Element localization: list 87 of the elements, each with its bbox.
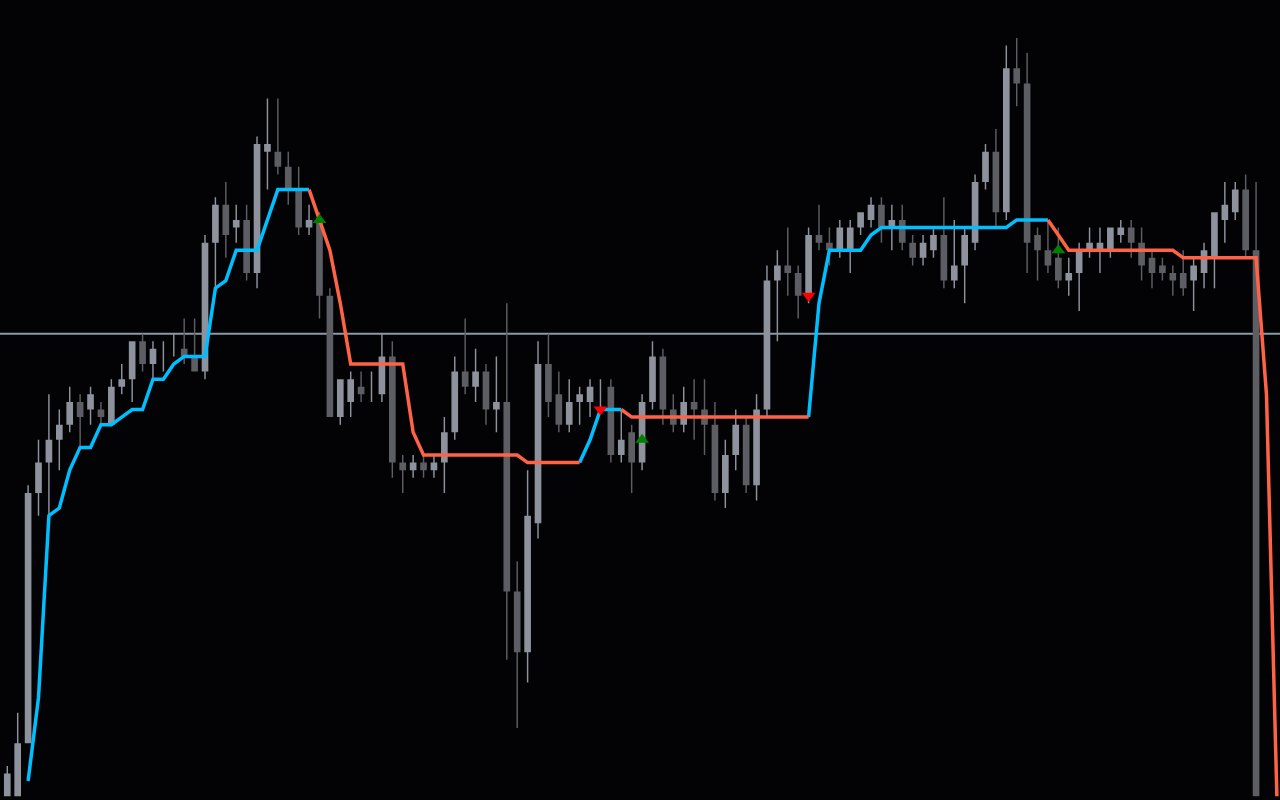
candlestick — [461, 318, 469, 395]
candlestick — [76, 394, 84, 448]
candlestick — [118, 363, 126, 395]
candlestick — [940, 197, 948, 289]
candlestick — [1159, 257, 1166, 281]
candlestick — [295, 166, 302, 236]
candlestick — [950, 219, 958, 289]
candlestick — [451, 356, 459, 440]
candlestick — [742, 417, 750, 493]
candlestick — [534, 341, 542, 539]
candlestick — [1075, 242, 1083, 311]
candlestick — [836, 219, 844, 258]
candlestick — [753, 394, 760, 501]
candlestick — [888, 204, 896, 251]
candlestick — [389, 341, 396, 478]
candlestick — [55, 409, 63, 471]
candlestick — [815, 204, 823, 251]
candlestick — [909, 235, 916, 266]
candlestick — [472, 348, 479, 402]
candlestick — [794, 265, 802, 319]
candlestick — [139, 333, 146, 372]
candlestick — [347, 371, 355, 418]
candlestick — [857, 212, 864, 236]
candlestick — [1107, 227, 1114, 258]
candlestick — [628, 424, 635, 493]
candlestick — [659, 348, 667, 425]
candlestick — [3, 765, 11, 797]
candlestick — [66, 386, 74, 433]
candlestick — [1221, 181, 1229, 243]
candlestick — [482, 363, 490, 425]
candlestick — [732, 409, 740, 471]
candlestick — [1023, 53, 1031, 273]
candlestick — [1002, 45, 1010, 220]
candlestick — [336, 379, 344, 425]
candlestick — [24, 485, 32, 744]
candlestick — [982, 144, 989, 190]
candlestick — [128, 341, 136, 402]
candlestick — [805, 227, 812, 304]
candlestick — [503, 303, 511, 660]
candlestick — [1190, 257, 1197, 311]
candlestick — [576, 386, 583, 425]
candlestick — [1211, 212, 1218, 289]
candlestick — [930, 227, 937, 258]
candlestick — [1065, 257, 1073, 296]
candlestick — [1169, 265, 1177, 296]
candlestick — [649, 341, 656, 410]
candlestick — [878, 197, 885, 243]
candlestick — [14, 712, 22, 797]
candlestick — [1231, 181, 1239, 220]
candlestick — [617, 409, 625, 463]
candlestick — [1044, 219, 1052, 273]
candlestick — [149, 341, 157, 380]
candlestick — [690, 379, 698, 440]
candlestick — [1242, 174, 1249, 258]
candlestick — [108, 379, 115, 425]
candlestick — [1127, 219, 1135, 258]
candlestick — [555, 371, 563, 433]
candlestick — [565, 379, 573, 433]
candlestick — [961, 227, 969, 304]
candlestick — [357, 371, 365, 402]
candlestick — [1117, 219, 1125, 243]
candlestick — [513, 561, 521, 728]
candlestick — [409, 454, 417, 478]
candlestick — [867, 197, 875, 228]
candlestick — [274, 98, 282, 175]
candlestick — [35, 439, 42, 516]
candlestick — [992, 128, 1000, 228]
candlestick — [45, 394, 53, 516]
candlestick — [87, 386, 94, 425]
candlestick — [430, 454, 438, 478]
candlestick — [545, 333, 552, 418]
candlestick — [222, 181, 230, 258]
candlestick — [316, 212, 323, 319]
candlestick — [305, 204, 313, 236]
candlestick — [524, 470, 531, 683]
candlestick — [586, 379, 594, 418]
candlestick — [326, 288, 334, 418]
candlestick — [722, 439, 729, 509]
candlestick — [97, 401, 105, 425]
candlestick — [919, 235, 927, 266]
candlestick — [1148, 250, 1156, 289]
candlestick — [784, 227, 792, 296]
candlestick — [1179, 250, 1187, 296]
candlestick — [711, 401, 719, 501]
candlestick — [243, 204, 250, 281]
candlestick — [1034, 227, 1041, 281]
candlestick — [212, 197, 219, 289]
